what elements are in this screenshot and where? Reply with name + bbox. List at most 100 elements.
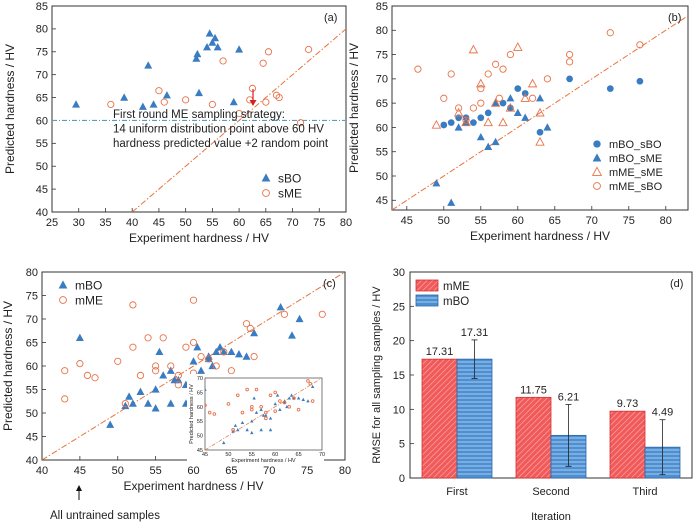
- y-tick-label: 60: [36, 115, 48, 127]
- data-point: [129, 343, 137, 351]
- x-tick-label: Third: [632, 486, 657, 498]
- data-point: [636, 77, 644, 85]
- bar-value-label: 9.73: [617, 398, 638, 410]
- x-tick-label: 75: [301, 465, 313, 477]
- legend-label: sBO: [278, 172, 301, 186]
- data-point: [468, 44, 479, 54]
- x-tick-label: 45: [74, 465, 86, 477]
- data-point: [520, 93, 530, 102]
- data-point: [120, 93, 129, 101]
- inset-data-point: [254, 410, 259, 414]
- y-tick-label: 30: [393, 267, 405, 279]
- data-point: [483, 117, 493, 127]
- data-point: [174, 381, 182, 389]
- x-tick-label: 40: [36, 465, 48, 477]
- y-tick-label: 65: [36, 92, 48, 104]
- data-point: [91, 374, 99, 382]
- data-point: [259, 59, 267, 67]
- plot-area: [392, 15, 688, 210]
- y-axis-title: RMSE for all sampling samples / HV: [371, 286, 383, 464]
- inset-data-point: [273, 402, 277, 406]
- inset-data-point: [245, 387, 249, 392]
- legend-label: mME_sBO: [609, 181, 663, 193]
- inset-data-point: [268, 416, 273, 420]
- data-point: [447, 70, 455, 78]
- data-point: [182, 96, 190, 104]
- data-point: [513, 108, 522, 117]
- inset-data-point: [296, 407, 301, 412]
- data-point: [505, 102, 516, 112]
- data-point: [195, 88, 203, 97]
- data-point: [250, 328, 259, 337]
- bar-value-label: 17.31: [426, 346, 454, 358]
- data-point: [162, 91, 171, 99]
- x-tick-label: 25: [46, 217, 58, 229]
- y-axis-title: Predicted hardness / HV: [1, 301, 15, 431]
- y-tick-label: 55: [26, 384, 38, 396]
- data-point: [83, 371, 92, 380]
- bar-value-label: 11.75: [520, 384, 547, 396]
- bar-value-label: 4.49: [652, 407, 673, 419]
- data-point: [462, 116, 470, 124]
- data-point: [219, 347, 228, 356]
- data-point: [318, 310, 326, 318]
- x-tick-label: 50: [438, 215, 450, 227]
- data-point: [128, 399, 137, 407]
- inset-data-point: [207, 410, 212, 415]
- inset-y-tick-label: 45: [197, 448, 203, 454]
- data-point: [220, 348, 228, 356]
- inset-x-tick-label: 45: [202, 452, 208, 458]
- y-tick-label: 75: [26, 290, 38, 302]
- data-point: [606, 29, 614, 37]
- y-tick-label: 80: [376, 25, 388, 37]
- inset-data-point: [264, 413, 268, 417]
- data-point: [138, 102, 147, 110]
- inset-x-tick-label: 70: [319, 452, 325, 458]
- x-tick-label: 60: [187, 465, 199, 477]
- x-tick-label: 35: [99, 217, 111, 229]
- data-point: [432, 179, 441, 187]
- inset-data-point: [292, 396, 296, 400]
- inset-data-point: [250, 419, 254, 423]
- x-axis-title: Iteration: [531, 511, 571, 523]
- inset-data-point: [236, 428, 240, 432]
- x-tick-label: 50: [112, 465, 124, 477]
- data-point: [227, 367, 235, 375]
- y-tick-label: 50: [26, 408, 38, 420]
- data-point: [264, 48, 273, 56]
- data-point: [144, 334, 152, 342]
- data-point: [535, 136, 545, 146]
- data-point: [528, 94, 537, 102]
- y-tick-label: 75: [36, 47, 48, 59]
- data-point: [262, 98, 270, 106]
- inset-x-tick-label: 65: [296, 452, 302, 458]
- y-tick-label: 80: [36, 24, 48, 36]
- legend-swatch: [415, 279, 439, 292]
- data-point: [219, 57, 227, 65]
- y-tick-label: 60: [376, 122, 388, 134]
- inset-data-point: [249, 407, 254, 412]
- inset-y-tick-label: 65: [197, 390, 203, 396]
- data-point: [61, 367, 69, 375]
- y-tick-label: 5: [399, 439, 405, 451]
- inset-data-point: [310, 399, 315, 403]
- data-point: [211, 33, 220, 42]
- inset-chart: 45 50 55 60 65 70 45 50 55 60 65 70 Experiment hardn…: [187, 374, 325, 466]
- x-tick-label: 60: [512, 215, 524, 227]
- x-tick-label: 70: [263, 465, 275, 477]
- data-point: [189, 296, 198, 304]
- data-point: [440, 121, 448, 129]
- legend-marker: [593, 140, 601, 148]
- inset-data-point: [278, 407, 282, 412]
- y-axis-title: Predicted hardness / HV: [3, 44, 17, 174]
- inset-data-point: [308, 381, 313, 386]
- data-point: [454, 123, 463, 131]
- data-point: [174, 375, 183, 384]
- panel-c: 40 45 50 55 60 65 70 75 80 40 45 50 55 60 65 70 75 80 Expe…: [1, 267, 351, 522]
- y-tick-label: 65: [376, 98, 388, 110]
- y-tick-label: 40: [26, 455, 38, 467]
- bar-mME: [421, 358, 458, 479]
- inset-x-tick-label: 55: [249, 452, 255, 458]
- data-point: [462, 118, 470, 126]
